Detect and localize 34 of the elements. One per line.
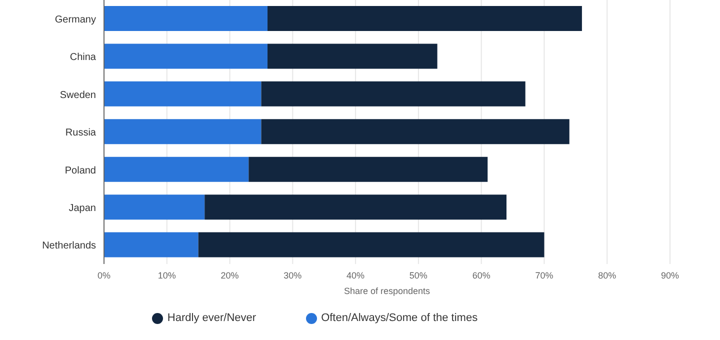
x-tick-label: 50% <box>409 270 428 280</box>
x-tick-label: 80% <box>598 270 616 280</box>
bar <box>248 156 488 182</box>
bar <box>261 81 526 106</box>
bar <box>104 81 262 106</box>
x-tick-label: 10% <box>158 270 176 280</box>
x-tick-label: 70% <box>535 270 554 280</box>
bar <box>104 232 198 258</box>
y-tick-label: Russia <box>65 128 96 139</box>
x-tick-label: 90% <box>660 270 680 280</box>
bar <box>268 44 438 69</box>
bar <box>204 194 506 220</box>
x-tick-label: 60% <box>472 270 490 280</box>
bar <box>268 6 582 31</box>
y-tick-label: Sweden <box>60 90 96 101</box>
bar <box>104 44 268 69</box>
x-tick-label: 20% <box>220 270 239 280</box>
legend-label: Often/Always/Some of the times <box>321 312 478 324</box>
y-tick-label: China <box>70 52 96 64</box>
x-tick-label: 30% <box>284 270 302 280</box>
y-tick-label: Poland <box>64 165 96 176</box>
y-tick-label: Netherlands <box>42 240 96 252</box>
legend-label: Hardly ever/Never <box>167 312 256 324</box>
y-tick-label: Germany <box>54 14 96 26</box>
bar <box>104 194 205 220</box>
y-tick-label: Japan <box>68 202 96 214</box>
bar <box>104 6 268 31</box>
bar <box>261 119 570 144</box>
x-tick-label: 0% <box>97 270 111 280</box>
bar <box>198 232 544 258</box>
bar <box>104 156 249 182</box>
x-tick-label: 40% <box>346 270 365 280</box>
x-axis-title: Share of respondents <box>344 286 431 296</box>
bar <box>104 119 262 144</box>
